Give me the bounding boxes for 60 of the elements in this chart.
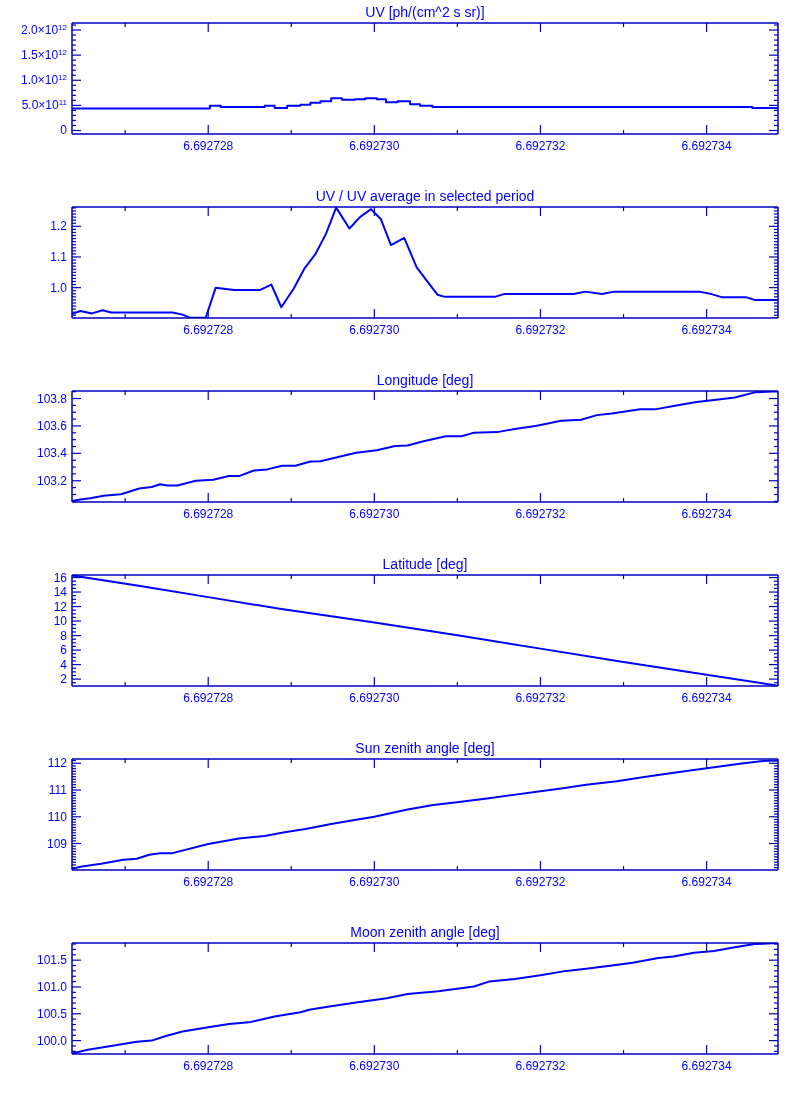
y-tick-label: 103.8 (36, 391, 68, 406)
x-tick-label: 6.692728 (183, 323, 234, 337)
x-tick-label: 6.692728 (183, 691, 234, 705)
y-tick-label: 1.5×10$^{12}$ (21, 47, 68, 63)
chart-title: Longitude [deg] (375, 371, 475, 389)
x-tick-label: 6.692734 (681, 1059, 732, 1073)
line-series (72, 575, 778, 686)
x-tick-label: 6.692734 (681, 139, 732, 153)
x-tick-label: 6.692730 (349, 323, 400, 337)
x-tick-label: 6.692730 (349, 875, 400, 889)
x-tick-label: 6.692728 (183, 507, 234, 521)
y-tick-label: 6 (60, 643, 68, 658)
x-tick-label: 6.692730 (349, 1059, 400, 1073)
x-tick-label: 6.692732 (515, 139, 566, 153)
chart-title: Moon zenith angle [deg] (349, 923, 501, 941)
chart-title: Sun zenith angle [deg] (354, 739, 496, 757)
x-tick-label: 6.692730 (349, 691, 400, 705)
x-tick-label: 6.692734 (681, 875, 732, 889)
y-tick-label: 110 (47, 809, 68, 824)
y-tick-label: 111 (48, 783, 68, 798)
y-tick-label: 2 (60, 672, 68, 687)
x-tick-label: 6.692734 (681, 691, 732, 705)
y-tick-label: 12 (53, 599, 68, 614)
chart-title: UV [ph/(cm^2 s sr)] (364, 3, 486, 21)
y-tick-label: 1.0 (50, 280, 68, 295)
y-tick-label: 112 (47, 756, 68, 771)
x-tick-label: 6.692728 (183, 139, 234, 153)
line-series (72, 759, 778, 870)
y-tick-label: 0 (60, 123, 68, 138)
y-tick-label: 5.0×10$^{11}$ (21, 97, 68, 113)
x-tick-label: 6.692730 (349, 507, 400, 521)
y-tick-label: 8 (60, 628, 68, 643)
y-tick-label: 16 (53, 570, 68, 585)
y-tick-label: 103.2 (36, 473, 68, 488)
x-tick-label: 6.692730 (349, 139, 400, 153)
y-tick-label: 103.6 (36, 418, 68, 433)
y-tick-label: 10 (53, 614, 68, 629)
y-tick-label: 101.5 (36, 953, 68, 968)
x-tick-label: 6.692728 (183, 875, 234, 889)
y-tick-label: 1.1 (50, 249, 68, 264)
y-tick-label: 4 (60, 657, 68, 672)
y-tick-label: 100.0 (36, 1033, 68, 1048)
y-tick-label: 2.0×10$^{12}$ (21, 22, 68, 38)
y-tick-label: 109 (46, 836, 68, 851)
y-tick-label: 1.0×10$^{12}$ (21, 72, 68, 88)
y-tick-label: 100.5 (36, 1006, 68, 1021)
x-tick-label: 6.692732 (515, 507, 566, 521)
x-tick-label: 6.692732 (515, 323, 566, 337)
x-tick-label: 6.692732 (515, 691, 566, 705)
x-tick-label: 6.692728 (183, 1059, 234, 1073)
x-tick-label: 6.692734 (681, 323, 732, 337)
chart-title: UV / UV average in selected period (314, 187, 536, 205)
y-tick-label: 14 (53, 585, 68, 600)
chart-title: Latitude [deg] (381, 555, 469, 573)
x-tick-label: 6.692732 (515, 1059, 566, 1073)
x-tick-label: 6.692734 (681, 507, 732, 521)
y-tick-label: 103.4 (36, 446, 68, 461)
x-tick-label: 6.692732 (515, 875, 566, 889)
y-tick-label: 101.0 (36, 979, 68, 994)
y-tick-label: 1.2 (50, 219, 68, 234)
